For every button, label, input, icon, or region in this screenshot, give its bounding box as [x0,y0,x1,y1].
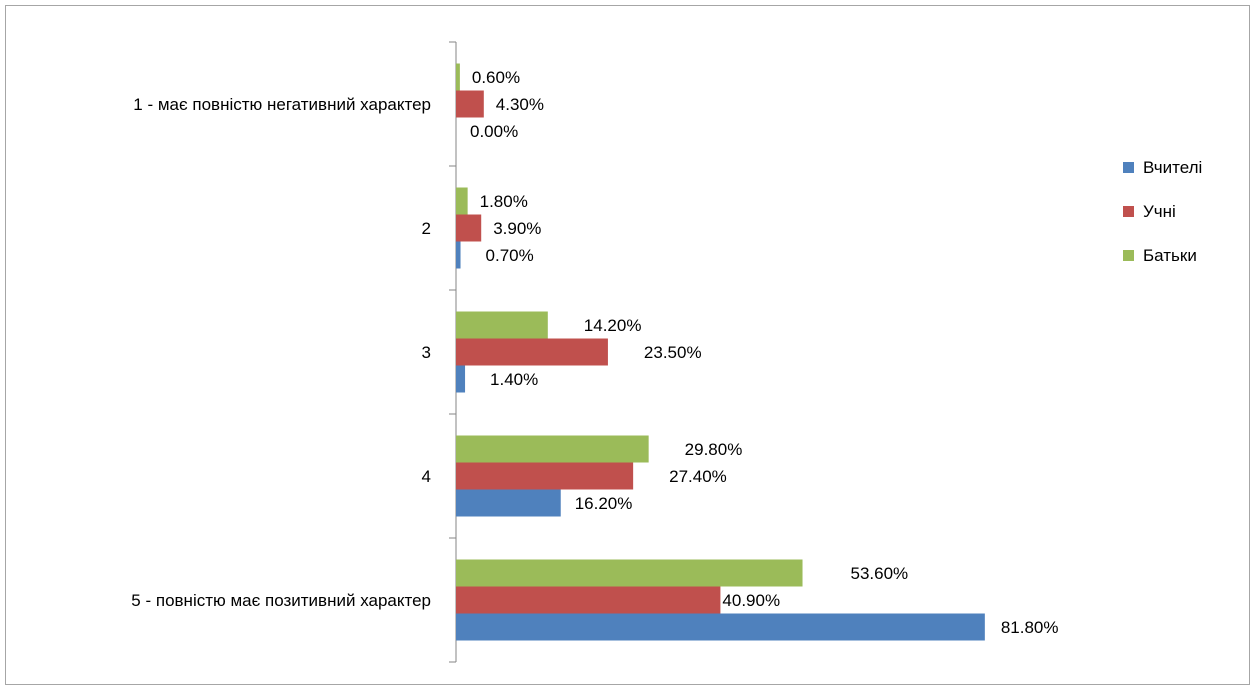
data-label: 0.60% [472,68,520,87]
data-label: 16.20% [575,494,633,513]
data-label: 0.00% [470,122,518,141]
bar [456,435,649,463]
bar [456,338,608,366]
bar [456,63,460,91]
data-label: 0.70% [486,246,534,265]
bar [456,586,721,614]
bar [456,241,461,269]
category-label: 3 [422,343,431,362]
bar [456,365,466,393]
data-label: 27.40% [669,467,727,486]
category-label: 1 - має повністю негативний характер [133,95,431,114]
bar [456,489,561,517]
legend-swatch [1123,162,1134,173]
legend-label: Вчителі [1143,158,1202,177]
data-label: 14.20% [584,316,642,335]
bar [456,214,482,242]
data-label: 40.90% [722,591,780,610]
legend-swatch [1123,250,1134,261]
legend-label: Учні [1143,202,1176,221]
bar [456,559,803,587]
legend-swatch [1123,206,1134,217]
bar [456,90,484,118]
data-label: 1.40% [490,370,538,389]
bar [456,613,985,641]
category-label: 2 [422,219,431,238]
data-label: 81.80% [1001,618,1059,637]
data-label: 29.80% [685,440,743,459]
data-label: 23.50% [644,343,702,362]
data-label: 4.30% [496,95,544,114]
category-label: 5 - повністю має позитивний характер [131,591,431,610]
data-label: 3.90% [493,219,541,238]
legend-label: Батьки [1143,246,1197,265]
data-label: 53.60% [851,564,909,583]
data-label: 1.80% [480,192,528,211]
category-label: 4 [422,467,431,486]
bar [456,311,548,339]
bar [456,187,468,215]
bar [456,462,634,490]
